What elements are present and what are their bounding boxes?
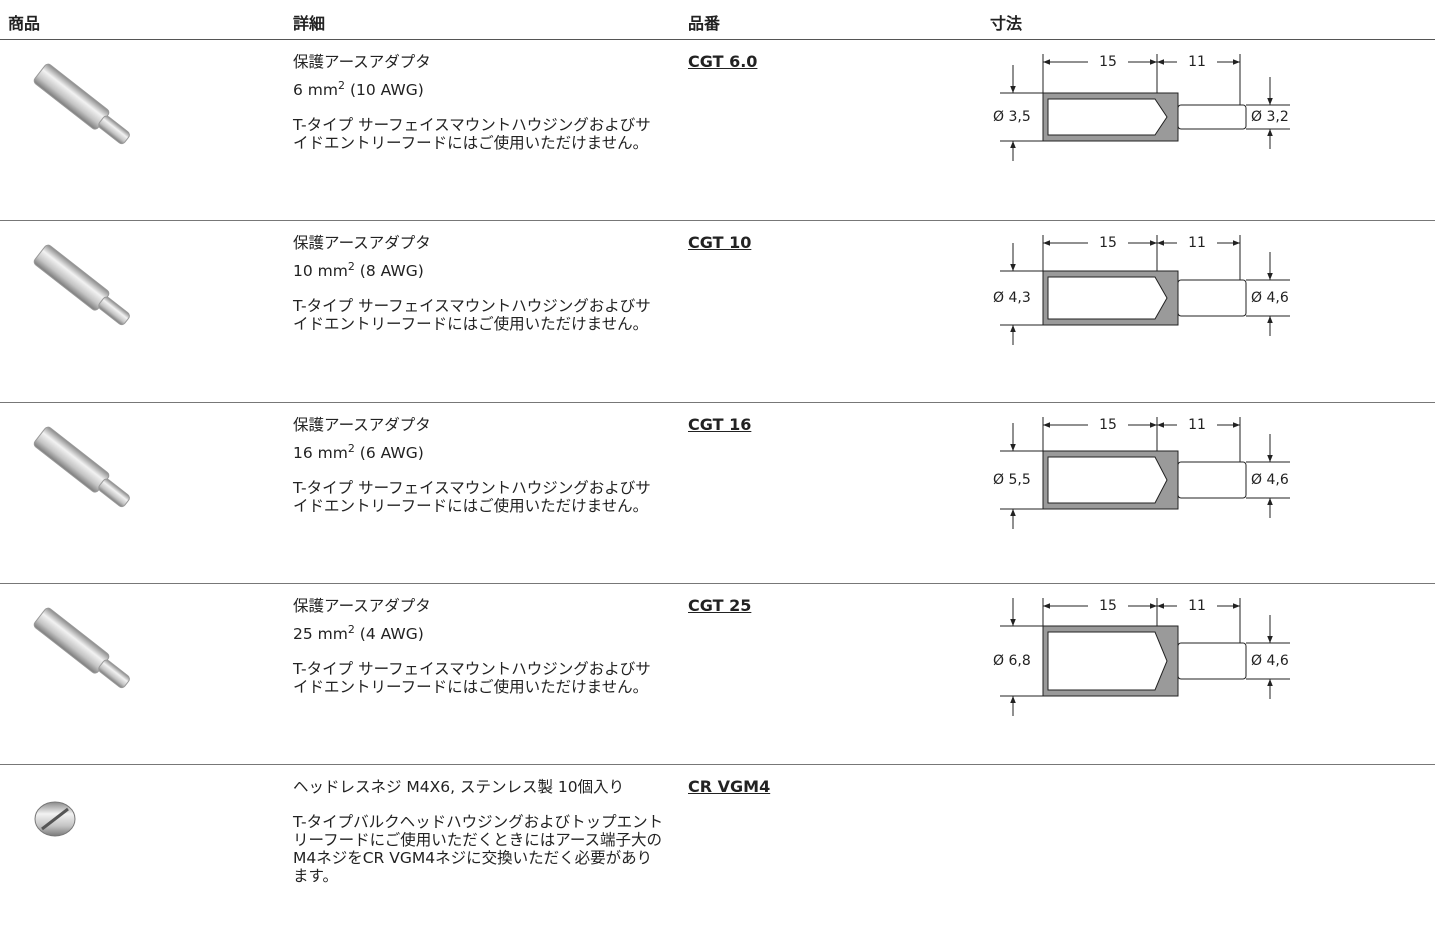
product-note: T-タイプ サーフェイスマウントハウジングおよびサイドエントリーフードにはご使用… — [293, 660, 651, 697]
pin — [1177, 461, 1247, 499]
part-number[interactable]: CR VGM4 — [688, 777, 771, 796]
dim-length: 15 — [1099, 598, 1117, 614]
size: 10 mm — [293, 262, 348, 281]
dim-diameter: Ø 4,6 — [1251, 290, 1289, 306]
detail: 保護アースアダプタ 16 mm2 (6 AWG) T-タイプ サーフェイスマウントハ… — [293, 414, 665, 515]
dim-length: 15 — [1099, 417, 1117, 433]
product-size: 25 mm2 (4 AWG) — [293, 618, 665, 646]
row-rule — [0, 583, 1435, 584]
adapter — [33, 244, 130, 326]
adapter — [33, 426, 130, 508]
product-note: T-タイプ サーフェイスマウントハウジングおよびサイドエントリーフードにはご使用… — [293, 116, 651, 153]
detail: ヘッドレスネジ M4X6, ステンレス製 10個入り T-タイプバルクヘッドハウジ… — [293, 776, 665, 885]
dimension-drawing: 15 11 Ø 5,5 Ø 4,6 — [993, 417, 1290, 529]
part-number[interactable]: CGT 25 — [688, 596, 752, 615]
product-image — [33, 607, 130, 689]
size: 6 mm — [293, 81, 338, 100]
row-rule — [0, 764, 1435, 765]
product-note: T-タイプバルクヘッドハウジングおよびトップエントリーフードにご使用いただくとき… — [293, 813, 664, 885]
size-sup: 2 — [338, 79, 345, 92]
product-image — [34, 801, 76, 837]
dim-diameter: Ø 4,3 — [993, 290, 1031, 306]
adapter-body — [33, 63, 110, 130]
product-note: T-タイプ サーフェイスマウントハウジングおよびサイドエントリーフードにはご使用… — [293, 479, 651, 516]
row-rule — [0, 220, 1435, 221]
detail: 保護アースアダプタ 6 mm2 (10 AWG) T-タイプ サーフェイスマウントハ… — [293, 51, 665, 152]
dim-length: 11 — [1188, 417, 1206, 433]
dim-length: 15 — [1099, 54, 1117, 70]
pin — [1177, 642, 1247, 680]
column-header: 寸法 — [990, 14, 1023, 33]
column-header: 品番 — [688, 14, 721, 33]
size: 25 mm — [293, 625, 348, 644]
bore — [1047, 631, 1168, 691]
product-note: T-タイプ サーフェイスマウントハウジングおよびサイドエントリーフードにはご使用… — [293, 297, 651, 334]
product-image — [33, 426, 130, 508]
size: 16 mm — [293, 444, 348, 463]
dim-diameter: Ø 5,5 — [993, 472, 1031, 488]
row-rule — [0, 402, 1435, 403]
detail: 保護アースアダプタ 10 mm2 (8 AWG) T-タイプ サーフェイスマウントハ… — [293, 232, 665, 333]
adapter — [33, 607, 130, 689]
size-sup: 2 — [347, 260, 355, 273]
header-rule — [0, 39, 1435, 40]
dimension-drawing: 15 11 Ø 4,3 Ø 4,6 — [993, 235, 1290, 345]
size-sup: 2 — [347, 442, 355, 455]
dim-length: 11 — [1188, 598, 1206, 614]
bore — [1047, 98, 1168, 136]
dimension-drawing: 15 11 Ø 6,8 Ø 4,6 — [993, 598, 1290, 716]
dim-diameter: Ø 3,5 — [993, 109, 1031, 125]
dimension-drawing: 15 11 Ø 3,5 Ø 3,2 — [993, 54, 1290, 161]
adapter-body — [33, 426, 110, 493]
adapter-pin — [98, 296, 130, 326]
part-number[interactable]: CGT 6.0 — [688, 52, 758, 71]
awg: (4 AWG) — [359, 625, 424, 644]
pin — [1177, 104, 1247, 130]
screw-slot — [41, 807, 69, 831]
awg: (10 AWG) — [349, 81, 424, 100]
dim-length: 11 — [1188, 235, 1206, 251]
awg: (8 AWG) — [359, 262, 424, 281]
pin — [1177, 279, 1247, 317]
product-size: 16 mm2 (6 AWG) — [293, 437, 665, 465]
adapter-body — [33, 244, 110, 311]
column-header: 詳細 — [293, 14, 326, 33]
product-title: ヘッドレスネジ M4X6, ステンレス製 10個入り — [293, 778, 625, 796]
product-size: 10 mm2 (8 AWG) — [293, 255, 665, 283]
part-number[interactable]: CGT 16 — [688, 415, 752, 434]
awg: (6 AWG) — [359, 444, 424, 463]
size-sup: 2 — [347, 623, 355, 636]
product-title: 保護アースアダプタ — [293, 53, 431, 71]
dim-diameter: Ø 4,6 — [1251, 653, 1289, 669]
dim-length: 15 — [1099, 235, 1117, 251]
adapter-pin — [98, 659, 130, 689]
dim-diameter: Ø 3,2 — [1251, 109, 1289, 125]
product-image — [33, 63, 130, 145]
product-image — [33, 244, 130, 326]
column-header: 商品 — [8, 14, 41, 33]
dim-diameter: Ø 6,8 — [993, 653, 1031, 669]
product-title: 保護アースアダプタ — [293, 234, 431, 252]
part-number[interactable]: CGT 10 — [688, 233, 752, 252]
bore — [1047, 456, 1168, 504]
dim-diameter: Ø 4,6 — [1251, 472, 1289, 488]
bore — [1047, 276, 1168, 320]
product-title: 保護アースアダプタ — [293, 416, 431, 434]
product-title: 保護アースアダプタ — [293, 597, 431, 615]
adapter — [33, 63, 130, 145]
adapter-pin — [98, 478, 130, 508]
adapter-pin — [98, 115, 130, 145]
product-size: 6 mm2 (10 AWG) — [293, 74, 665, 102]
detail: 保護アースアダプタ 25 mm2 (4 AWG) T-タイプ サーフェイスマウントハ… — [293, 595, 665, 696]
dim-length: 11 — [1188, 54, 1206, 70]
adapter-body — [33, 607, 110, 674]
